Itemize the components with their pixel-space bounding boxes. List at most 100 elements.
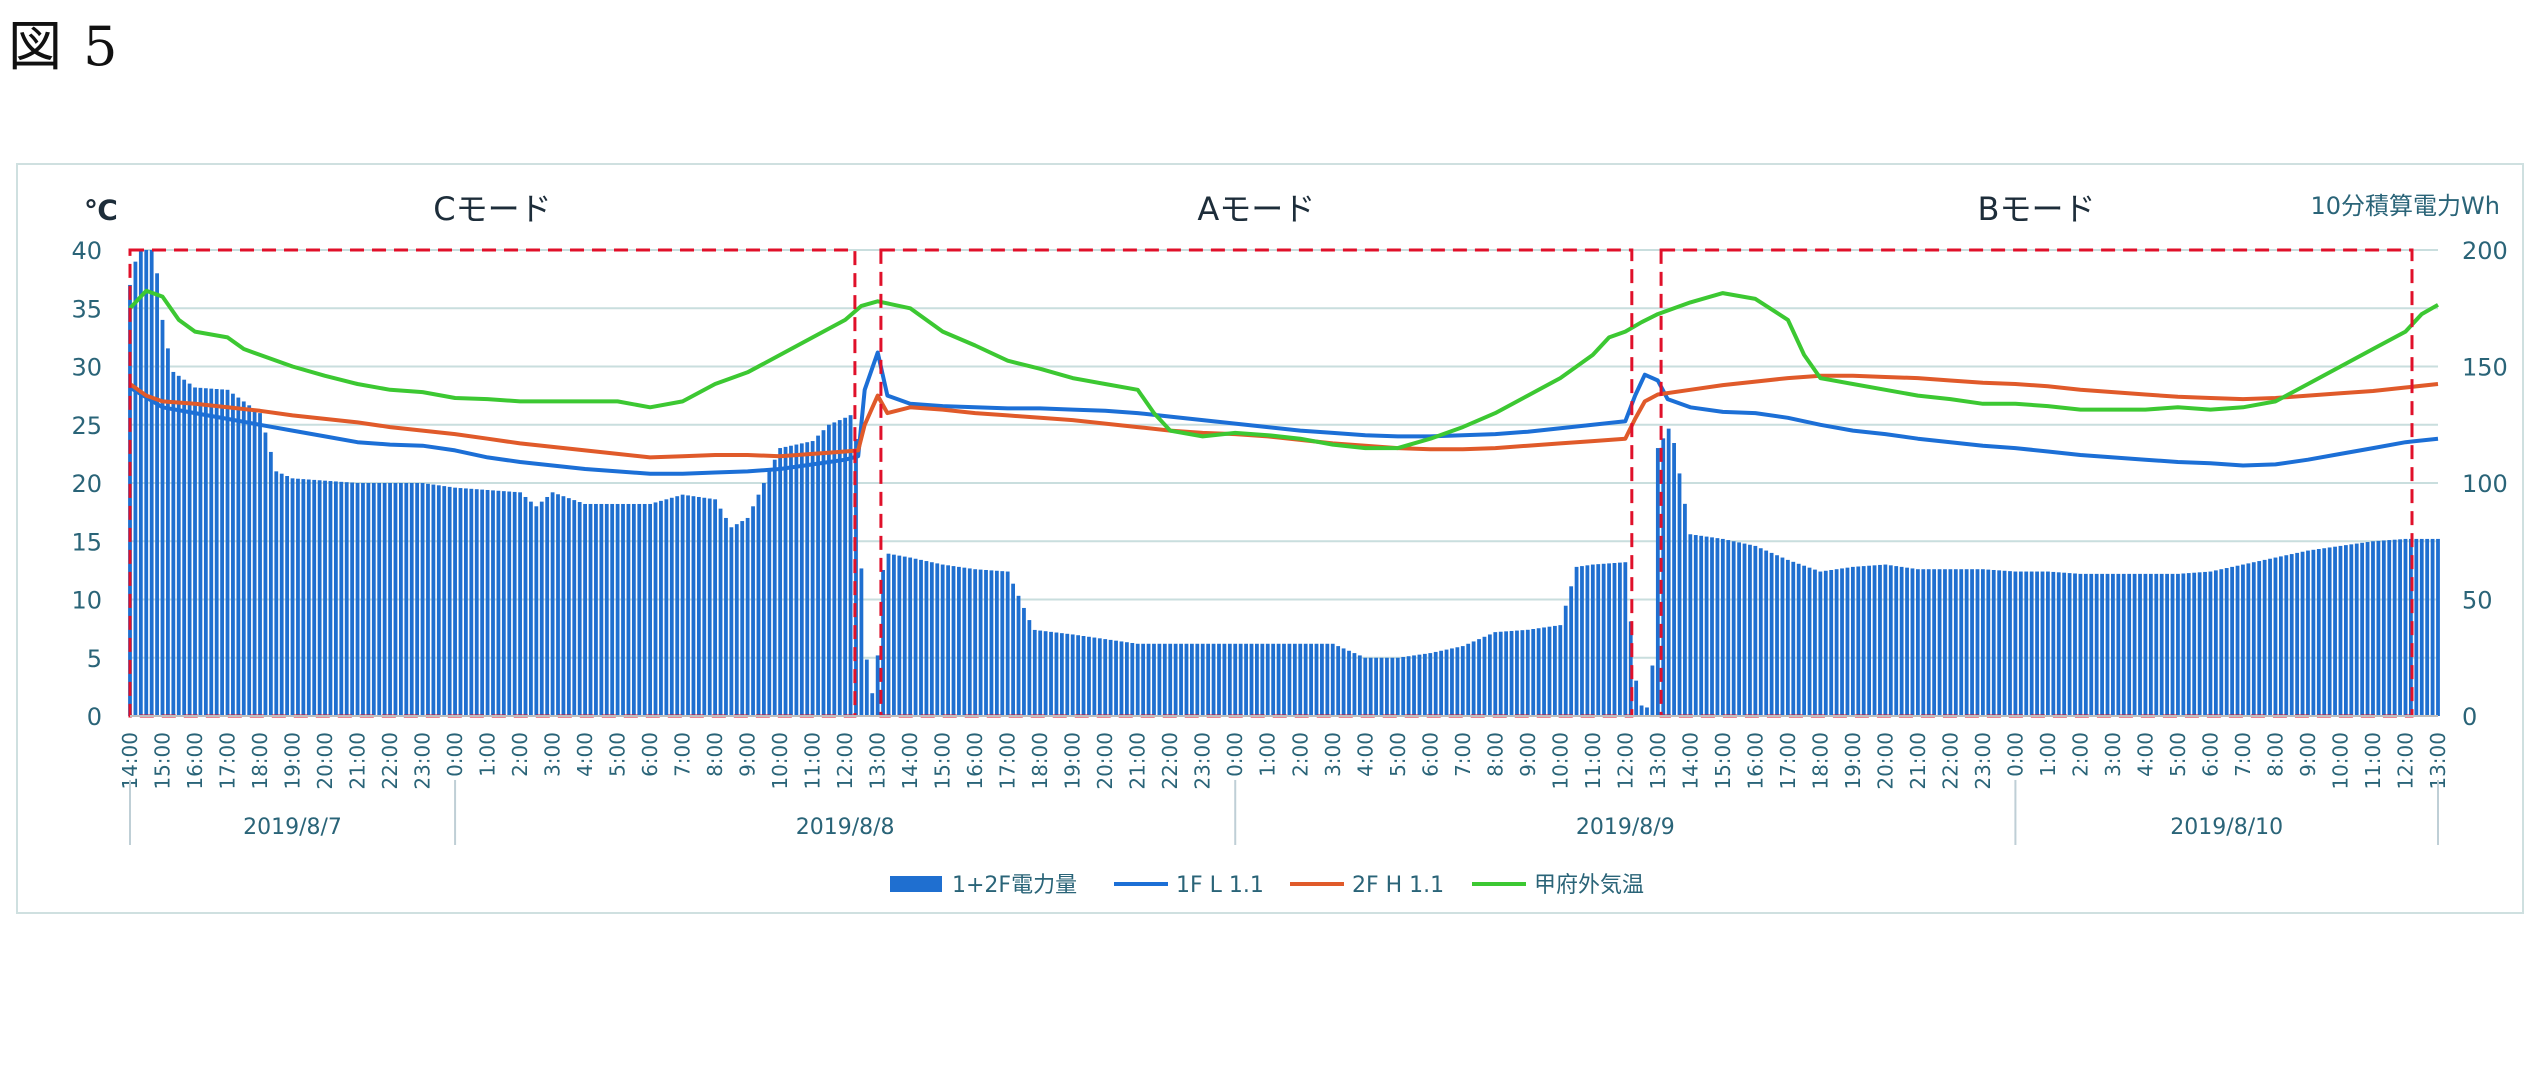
left-tick-label: 15 [71,528,102,556]
power-bar [1493,632,1498,716]
power-bar [2430,538,2435,716]
power-bar [1249,643,1254,716]
power-bar [2300,551,2305,716]
x-tick-label: 20:00 [313,732,337,790]
x-tick-label: 2:00 [1288,732,1312,777]
power-bar [236,397,241,716]
power-bar [1888,565,1893,716]
power-bar [2344,545,2348,716]
power-bar [155,273,159,716]
power-bar [2078,573,2083,716]
power-bar [2154,573,2159,716]
x-tick-label: 12:00 [833,732,857,790]
power-bar [1206,643,1211,716]
power-bar [2040,571,2045,716]
x-tick-label: 15:00 [931,732,955,790]
power-bar [897,555,902,716]
x-tick-label: 9:00 [736,732,760,777]
power-bar [344,482,349,716]
power-bar [1991,569,1996,716]
power-bar [724,517,728,716]
power-bar [610,503,615,716]
power-bar [2284,555,2289,716]
power-bar [2230,566,2235,716]
power-bar [355,483,360,716]
power-bar [1038,630,1043,716]
x-tick-label: 8:00 [1483,732,1507,777]
power-bar [1997,570,2002,716]
power-bar [1948,569,1953,716]
power-bar [1455,647,1460,716]
legend-label: 1+2F電力量 [952,873,1077,898]
power-bar [2138,573,2142,716]
power-bar [1590,564,1595,716]
power-bar [1937,569,1942,716]
power-bar [1374,657,1378,716]
x-tick-label: 20:00 [1873,732,1897,790]
power-bar [1932,569,1937,716]
power-bar [1840,568,1844,716]
power-bar [566,498,571,716]
power-bar [1460,646,1465,716]
power-bar [371,483,376,716]
power-bar [2105,573,2110,716]
power-bar [361,483,365,716]
x-tick-label: 11:00 [801,732,825,790]
left-tick-label: 0 [87,703,102,731]
power-bar [653,502,658,716]
legend-label: 1F L 1.1 [1176,873,1264,898]
power-bar [1390,657,1395,716]
power-bar [1081,636,1086,716]
power-bar [1921,569,1926,716]
power-bar [252,409,257,716]
power-bar [1190,643,1194,716]
x-tick-label: 4:00 [573,732,597,777]
power-bar [1314,643,1319,716]
power-bar [648,503,653,716]
power-bar [144,250,149,716]
power-bar [160,319,165,716]
power-bar [2327,547,2332,716]
power-bar [929,562,934,716]
power-bar [1580,566,1584,716]
power-bar [1802,565,1807,716]
mode-label: Cモード [433,190,551,228]
power-bar [2159,573,2164,716]
power-bar [810,441,815,716]
power-bar [2349,544,2354,716]
power-bar [1959,569,1964,716]
power-bar [713,499,718,716]
left-tick-label: 20 [71,470,102,498]
power-bar [1531,629,1536,716]
x-tick-label: 0:00 [443,732,467,777]
power-bar [875,655,880,716]
power-bar [1634,680,1639,716]
power-bar [1368,657,1373,716]
power-bar [447,486,452,716]
x-tick-label: 16:00 [1743,732,1767,790]
power-bar [2419,538,2424,716]
x-tick-label: 4:00 [2133,732,2157,777]
power-bar [404,483,409,716]
power-bar [669,497,674,716]
power-bar [756,494,761,716]
power-bar [1867,565,1872,716]
x-tick-label: 8:00 [2264,732,2288,777]
power-bar [1915,569,1920,716]
power-bar [436,485,441,716]
power-bar [1748,544,1752,716]
power-bar [1043,631,1048,716]
power-bar [2365,542,2370,716]
power-bar [2403,538,2408,716]
power-bar [1173,643,1178,716]
left-tick-label: 35 [71,295,102,323]
power-bar [1872,565,1877,716]
power-bar [951,566,956,716]
power-bar [2241,564,2245,716]
power-bar [1693,535,1698,716]
series-line [128,288,2439,451]
power-bar [967,568,972,716]
power-bar [1861,566,1866,716]
x-tick-label: 7:00 [2231,732,2255,777]
power-bar [296,478,300,716]
